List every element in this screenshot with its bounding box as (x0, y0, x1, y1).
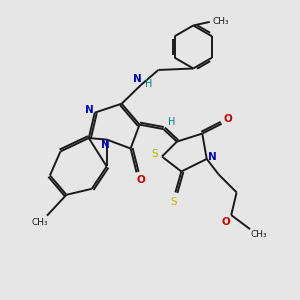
Text: N: N (101, 140, 110, 150)
Text: N: N (208, 152, 217, 162)
Text: H: H (168, 117, 175, 127)
Text: CH₃: CH₃ (251, 230, 267, 239)
Text: CH₃: CH₃ (32, 218, 48, 227)
Text: S: S (170, 197, 177, 207)
Text: O: O (222, 217, 230, 227)
Text: O: O (224, 114, 233, 124)
Text: O: O (136, 176, 145, 185)
Text: N: N (133, 74, 142, 84)
Text: N: N (85, 105, 94, 115)
Text: S: S (151, 148, 158, 159)
Text: CH₃: CH₃ (213, 17, 230, 26)
Text: H: H (145, 79, 152, 89)
